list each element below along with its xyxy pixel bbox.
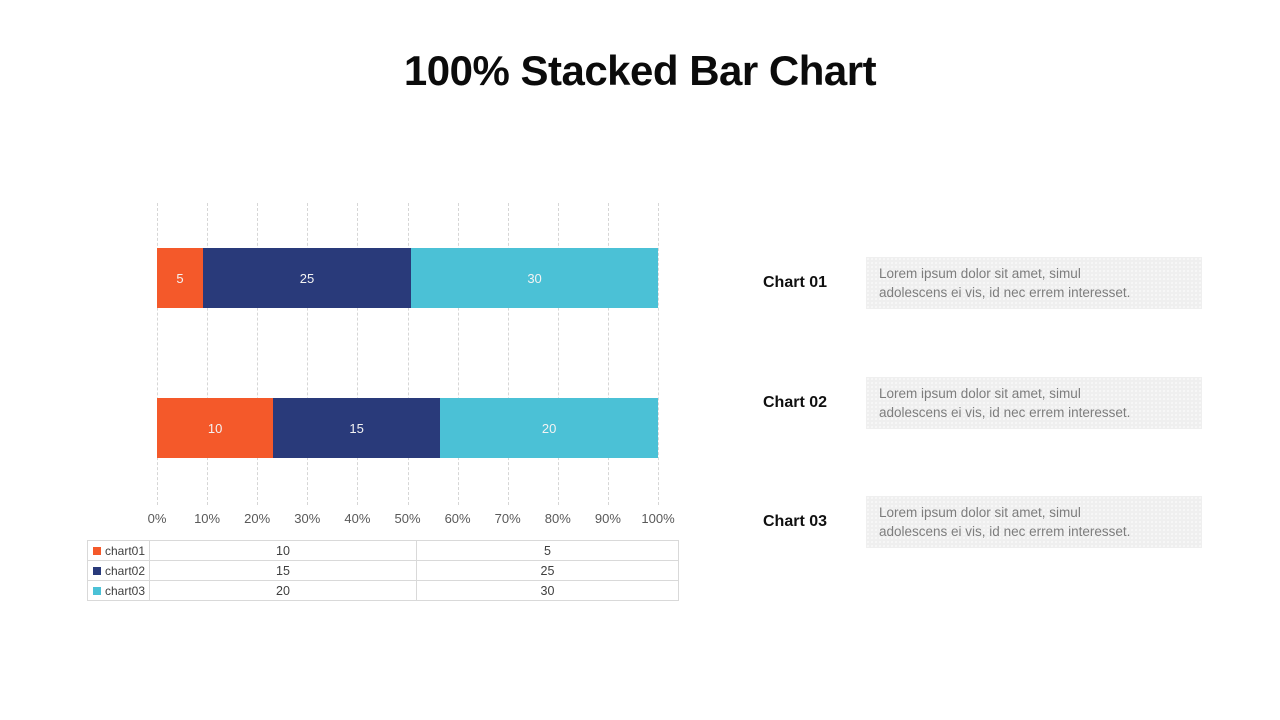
bar-segment-chart02: 25 xyxy=(202,248,412,308)
x-tick-label: 80% xyxy=(544,511,571,526)
x-tick-label: 90% xyxy=(594,511,621,526)
bar-value-label: 30 xyxy=(527,270,542,286)
gridline xyxy=(357,203,359,505)
gridline xyxy=(658,203,659,505)
x-tick-label: 100% xyxy=(641,511,675,526)
table-value-cell: 30 xyxy=(416,581,678,600)
gridline xyxy=(557,203,559,505)
gridline xyxy=(207,203,209,505)
x-tick-label: 50% xyxy=(394,511,421,526)
gridline xyxy=(457,203,459,505)
table-row: chart02 15 25 xyxy=(88,560,678,580)
table-legend-cell: chart03 xyxy=(88,581,149,600)
bar-segment-chart02: 15 xyxy=(273,398,441,458)
legend-series-name: chart01 xyxy=(105,543,146,558)
table-legend-cell: chart01 xyxy=(88,541,149,560)
legend-series-name: chart03 xyxy=(105,583,146,598)
bar-segment-chart01: 10 xyxy=(157,398,274,458)
x-tick-label: 70% xyxy=(494,511,521,526)
annotation-2: Chart 02 Lorem ipsum dolor sit amet, simu… xyxy=(763,377,1202,429)
x-tick-label: 30% xyxy=(294,511,321,526)
gridline xyxy=(307,203,309,505)
annotation-title: Chart 03 xyxy=(763,513,828,530)
x-tick-label: 10% xyxy=(194,511,221,526)
legend-swatch-icon xyxy=(93,586,101,595)
x-tick-label: 60% xyxy=(444,511,471,526)
stacked-bar-chart: 5 25 30 10 15 20 0% 10% 20% 30% 40% 50% 60% 70% 80% 90… xyxy=(148,203,675,526)
bar-value-label: 5 xyxy=(176,270,184,286)
table-legend-cell: chart02 xyxy=(88,561,149,580)
bar-value-label: 15 xyxy=(349,420,364,436)
page-title: 100% Stacked Bar Chart xyxy=(403,47,877,94)
x-tick-label: 0% xyxy=(147,511,167,526)
legend-swatch-icon xyxy=(93,546,101,555)
bar-value-label: 10 xyxy=(207,420,223,436)
gridline xyxy=(157,203,158,505)
x-tick-label: 40% xyxy=(344,511,371,526)
gridline xyxy=(507,203,509,505)
annotation-title: Chart 01 xyxy=(763,274,828,291)
gridline xyxy=(407,203,409,505)
annotation-title: Chart 02 xyxy=(763,394,828,411)
legend-series-name: chart02 xyxy=(105,563,146,578)
table-value-cell: 10 xyxy=(149,541,416,560)
bar-segment-chart01: 5 xyxy=(157,248,203,308)
bar-segment-chart03: 30 xyxy=(411,248,658,308)
annotation-text-box: Lorem ipsum dolor sit amet, simul adoles… xyxy=(866,377,1202,429)
gridline xyxy=(607,203,609,505)
x-tick-label: 20% xyxy=(244,511,271,526)
table-row: chart01 10 5 xyxy=(88,541,678,560)
table-row: chart03 20 30 xyxy=(88,580,678,600)
table-value-cell: 20 xyxy=(149,581,416,600)
table-value-cell: 5 xyxy=(416,541,678,560)
table-value-cell: 25 xyxy=(416,561,678,580)
table-value-cell: 15 xyxy=(149,561,416,580)
gridline xyxy=(257,203,259,505)
bar-chart-02: 10 15 20 xyxy=(157,398,658,458)
annotation-3: Chart 03 Lorem ipsum dolor sit amet, simu… xyxy=(763,496,1202,548)
bar-segment-chart03: 20 xyxy=(440,398,658,458)
annotation-1: Chart 01 Lorem ipsum dolor sit amet, simu… xyxy=(763,257,1202,309)
bar-chart-01: 5 25 30 xyxy=(157,248,658,308)
annotation-text-box: Lorem ipsum dolor sit amet, simul adoles… xyxy=(866,496,1202,548)
data-table: chart01 10 5 chart02 15 25 chart03 20 30 xyxy=(87,540,679,601)
bar-value-label: 25 xyxy=(299,270,315,286)
bar-value-label: 20 xyxy=(541,420,557,436)
legend-swatch-icon xyxy=(93,566,101,575)
annotation-text-box: Lorem ipsum dolor sit amet, simul adoles… xyxy=(866,257,1202,309)
